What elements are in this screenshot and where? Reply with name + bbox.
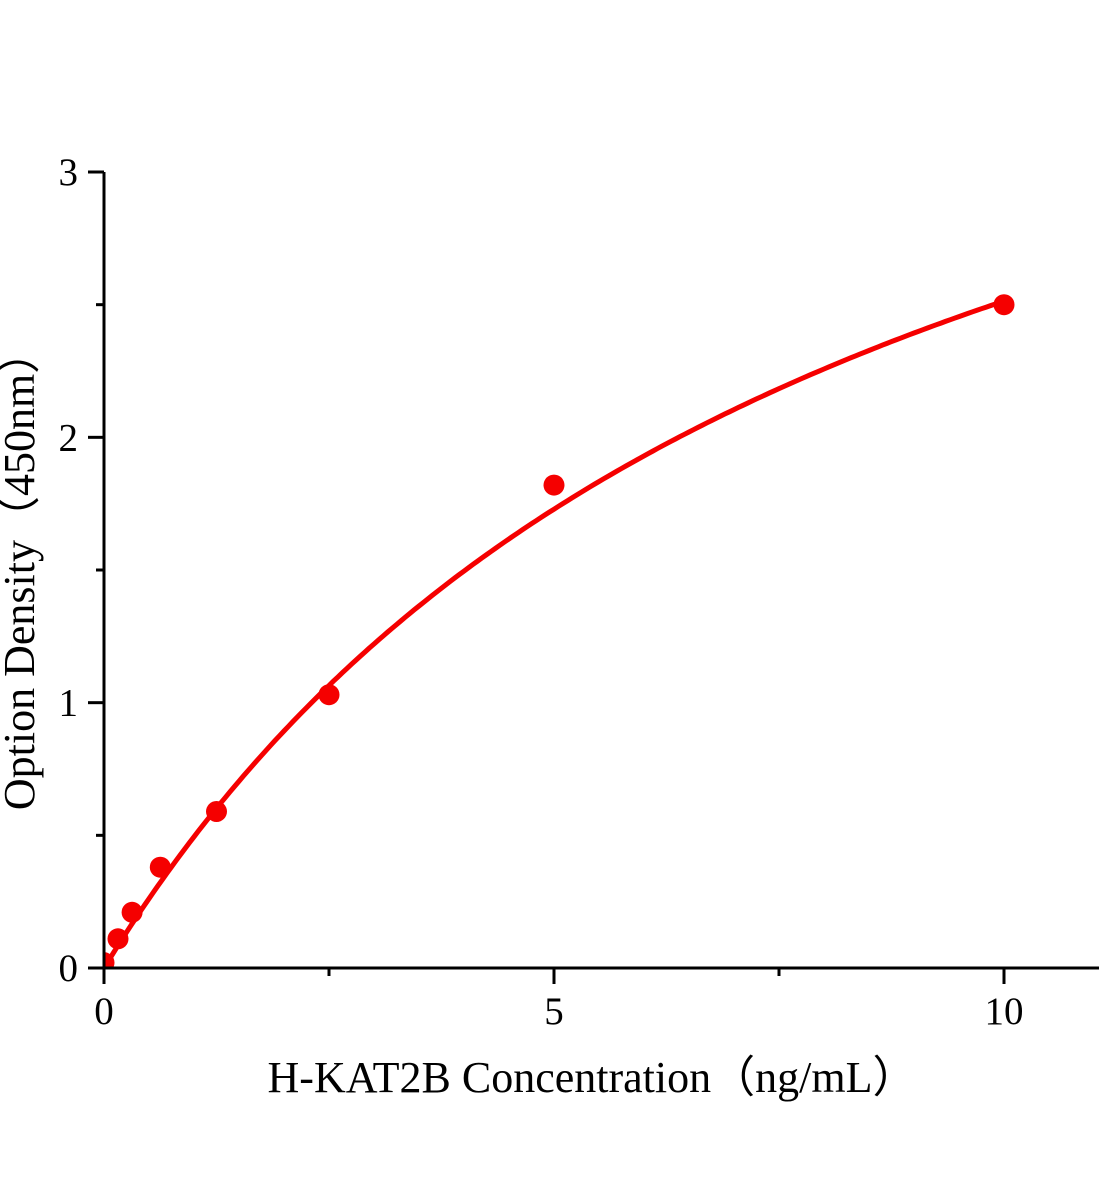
fit-curve-line — [105, 298, 1007, 967]
x-axis-title: H-KAT2B Concentration（ng/mL） — [268, 1053, 917, 1102]
y-tick-label: 2 — [59, 416, 79, 459]
data-point — [121, 901, 143, 923]
tick-labels: 0 5 10 0 1 2 3 — [59, 151, 1024, 1033]
data-point — [543, 474, 565, 496]
axes — [88, 170, 1099, 984]
x-tick-label: 0 — [94, 990, 114, 1033]
data-point — [149, 856, 171, 878]
x-tick-label: 5 — [544, 990, 564, 1033]
data-point — [993, 294, 1015, 316]
x-tick-label: 10 — [985, 990, 1024, 1033]
plot-area — [105, 294, 1015, 967]
y-tick-label: 3 — [59, 151, 79, 194]
data-point — [107, 928, 129, 950]
data-point — [318, 684, 340, 706]
y-tick-label: 0 — [59, 947, 79, 990]
data-point — [105, 952, 115, 967]
data-point — [206, 801, 227, 822]
y-axis-title: Option Density（450nm） — [0, 330, 44, 810]
y-tick-label: 1 — [59, 682, 79, 725]
